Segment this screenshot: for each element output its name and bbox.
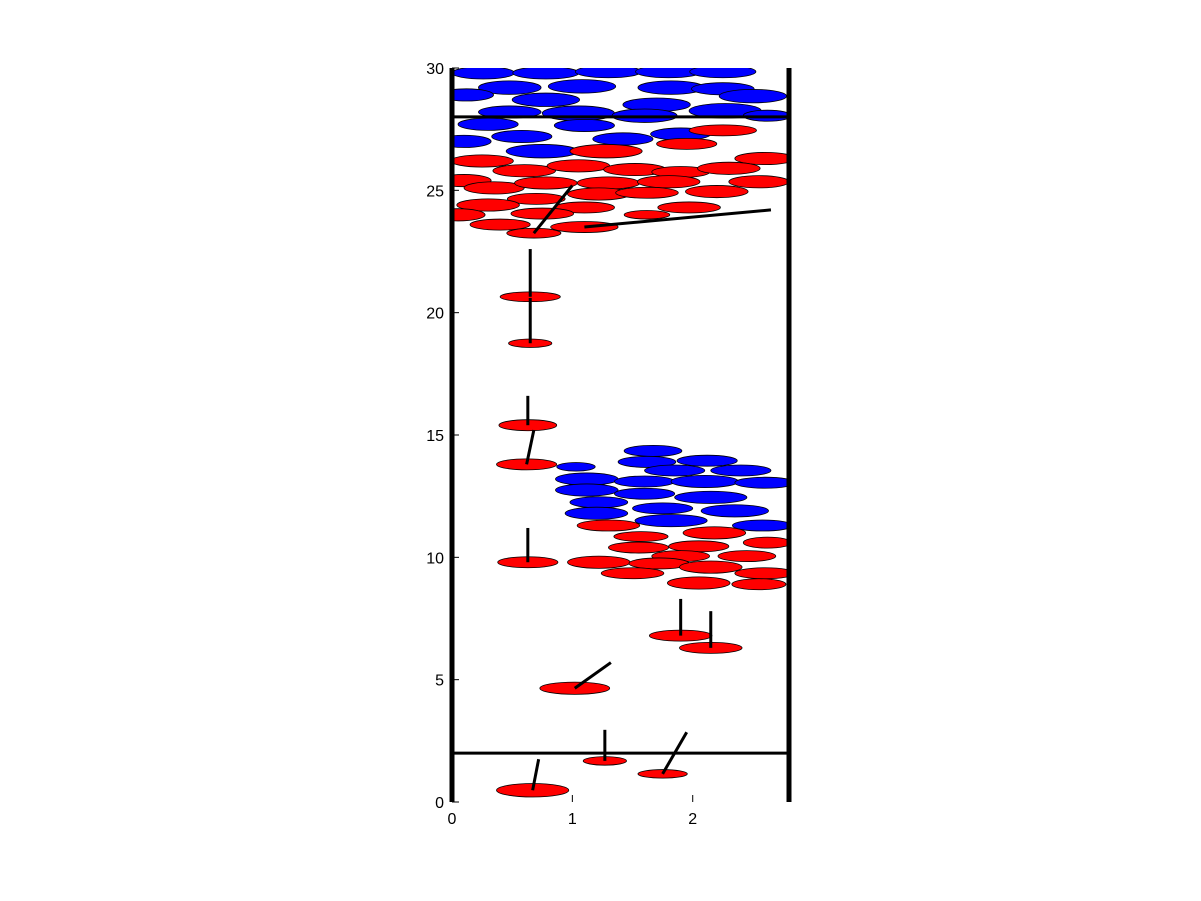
boundary-line-layer [452,115,789,755]
particle-ellipse-72 [569,496,629,509]
particle-ellipse-21 [553,118,615,133]
particle-ellipse-12 [718,89,787,104]
orientation-line-5 [525,429,536,465]
particle-ellipse-30 [492,164,556,178]
particle-ellipse-88 [679,560,743,574]
particle-ellipse-69 [555,483,619,497]
particle-ellipse-42 [685,185,749,199]
particle-ellipse-91 [667,576,731,590]
particle-ellipse-50 [623,210,671,220]
particle-ellipse-77 [732,519,790,532]
particle-ellipse-40 [728,175,790,189]
particle-ellipse-79 [682,526,747,540]
particle-ellipse-51 [469,218,531,231]
particle-ellipse-78 [576,519,641,532]
particle-ellipse-39 [636,175,701,189]
particle-ellipse-74 [700,504,769,518]
particle-ellipse-70 [614,487,676,500]
particle-ellipse-19 [491,129,553,144]
particle-ellipse-63 [644,464,706,477]
particle-ellipse-38 [576,176,641,190]
particle-ellipse-82 [608,541,670,554]
particle-ellipse-92 [731,578,787,591]
orientation-line-0 [532,184,574,235]
particle-ellipse-90 [734,567,790,580]
y-tick-label-1: 5 [435,673,444,690]
particle-ellipse-81 [742,536,790,549]
particle-ellipse-36 [463,181,525,195]
particle-ellipse-1 [512,68,580,80]
particle-ellipse-83 [668,540,730,553]
particle-ellipse-4 [689,68,757,79]
particle-ellipse-68 [734,476,790,489]
particle-ellipse-29 [734,152,790,166]
particle-ellipse-64 [710,464,772,477]
particle-ellipse-85 [717,550,777,563]
particle-ellipse-31 [546,159,611,173]
particle-ellipse-76 [634,514,708,528]
particle-ellipse-60 [617,456,677,468]
particle-ellipse-62 [556,462,596,472]
y-tick-label-4: 20 [426,306,444,323]
particle-ellipse-89 [600,567,665,580]
orientation-line-9 [573,661,612,690]
x-tick-label-2: 2 [688,811,697,828]
particle-ellipse-0 [452,68,515,80]
particle-ellipse-80 [613,531,669,542]
x-tick-label-1: 1 [568,811,577,828]
particle-ellipse-37 [514,176,578,190]
y-tick-label-6: 30 [426,61,444,78]
orientation-line-12 [531,758,541,791]
y-tick-label-2: 10 [426,550,444,567]
particle-ellipse-28 [452,154,514,168]
y-tick-label-3: 15 [426,428,444,445]
y-tick-label-5: 25 [426,183,444,200]
particle-ellipse-48 [510,207,574,220]
particle-ellipse-24 [505,144,579,159]
particle-ellipse-9 [452,88,494,102]
x-tick-label-0: 0 [448,811,457,828]
particle-ellipse-44 [615,186,679,199]
particle-ellipse-2 [574,68,642,79]
particle-ellipse-75 [564,506,629,520]
particle-ellipse-67 [670,474,739,489]
particle-ellipse-10 [511,92,580,107]
y-tick-label-0: 0 [435,795,444,812]
particle-ellipse-49 [452,208,486,222]
particle-ellipse-86 [567,555,631,569]
particle-ellipse-20 [452,134,492,148]
particle-ellipse-59 [623,444,683,457]
particle-ellipse-34 [697,161,761,175]
particle-layer [452,68,790,798]
particle-ellipse-66 [614,475,676,488]
particle-ellipse-6 [547,79,617,94]
particle-ellipse-47 [657,201,721,214]
particle-ellipse-45 [456,198,520,212]
particle-ellipse-22 [592,132,654,146]
particle-ellipse-65 [555,472,619,486]
particle-ellipse-27 [569,144,643,159]
particle-ellipse-43 [506,192,566,205]
particle-ellipse-73 [632,502,694,515]
particle-ellipse-26 [656,137,718,150]
particle-ellipse-5 [478,80,542,95]
orientation-line-layer [525,184,772,791]
particle-ellipse-71 [674,490,748,504]
orientation-line-1 [584,208,772,229]
particle-ellipse-18 [457,117,519,131]
particle-ellipse-61 [676,454,738,467]
particle-ellipse-25 [688,124,757,137]
